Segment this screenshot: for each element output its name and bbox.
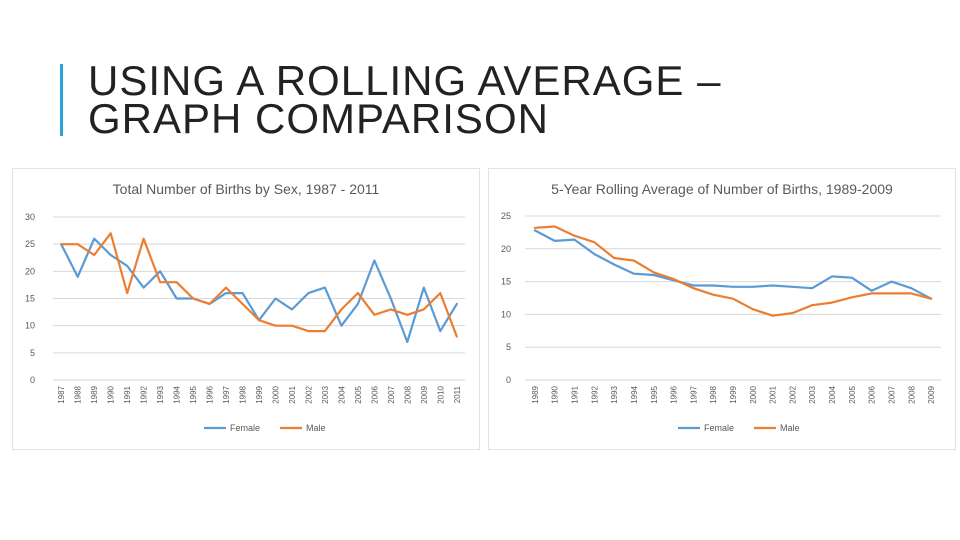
x-tick-label: 1993 <box>610 385 619 403</box>
x-tick-label: 1998 <box>239 385 248 403</box>
x-tick-label: 1988 <box>74 385 83 403</box>
x-tick-label: 2001 <box>769 385 778 403</box>
x-tick-label: 1992 <box>140 385 149 403</box>
x-tick-label: 2004 <box>337 385 346 403</box>
x-tick-label: 1991 <box>571 385 580 403</box>
x-tick-label: 2002 <box>304 385 313 403</box>
x-tick-label: 1999 <box>255 385 264 403</box>
x-tick-label: 2006 <box>370 385 379 403</box>
x-tick-label: 1996 <box>206 385 215 403</box>
births-by-sex-chart-panel: Total Number of Births by Sex, 1987 - 20… <box>12 168 480 450</box>
chart-title: 5-Year Rolling Average of Number of Birt… <box>551 181 893 197</box>
x-tick-label: 2005 <box>848 385 857 403</box>
y-tick-label: 0 <box>506 375 511 385</box>
x-tick-label: 2001 <box>288 385 297 403</box>
y-tick-label: 0 <box>30 375 35 385</box>
y-tick-label: 10 <box>501 309 511 319</box>
title-accent-bar <box>60 64 63 136</box>
series-line-female <box>533 229 933 300</box>
y-tick-label: 5 <box>30 348 35 358</box>
legend-label-female: Female <box>230 423 260 433</box>
chart-title: Total Number of Births by Sex, 1987 - 20… <box>113 181 380 197</box>
x-tick-label: 1994 <box>630 385 639 403</box>
gridlines <box>53 216 465 381</box>
x-tick-label: 1996 <box>670 385 679 403</box>
x-tick-label: 1993 <box>156 385 165 403</box>
x-tick-label: 2000 <box>271 385 280 403</box>
x-tick-label: 1995 <box>189 385 198 403</box>
rolling-average-chart: 5-Year Rolling Average of Number of Birt… <box>501 181 941 433</box>
y-tick-label: 30 <box>25 212 35 222</box>
y-tick-label: 10 <box>25 321 35 331</box>
y-tick-label: 20 <box>25 266 35 276</box>
births-by-sex-chart: Total Number of Births by Sex, 1987 - 20… <box>25 181 465 433</box>
y-tick-label: 25 <box>25 239 35 249</box>
slide-title: USING A ROLLING AVERAGE – GRAPH COMPARIS… <box>88 57 888 142</box>
x-tick-label: 2003 <box>808 385 817 403</box>
slide-title-line-1: USING A ROLLING AVERAGE – <box>88 57 722 104</box>
x-tick-label: 1997 <box>222 385 231 403</box>
slide-title-line-2: GRAPH COMPARISON <box>88 95 549 142</box>
x-tick-label: 1992 <box>590 385 599 403</box>
y-tick-label: 15 <box>25 294 35 304</box>
x-tick-label: 1990 <box>551 385 560 403</box>
legend-label-male: Male <box>780 423 800 433</box>
legend-label-male: Male <box>306 423 326 433</box>
x-tick-label: 2004 <box>828 385 837 403</box>
y-tick-label: 25 <box>501 211 511 221</box>
x-tick-label: 1997 <box>689 385 698 403</box>
x-tick-label: 2010 <box>436 385 445 403</box>
y-tick-label: 15 <box>501 277 511 287</box>
x-tick-label: 2005 <box>354 385 363 403</box>
x-tick-label: 2009 <box>420 385 429 403</box>
series-line-male <box>60 232 458 338</box>
x-tick-label: 1989 <box>90 385 99 403</box>
x-tick-label: 1998 <box>709 385 718 403</box>
x-tick-label: 2008 <box>907 385 916 403</box>
x-tick-label: 1999 <box>729 385 738 403</box>
x-tick-label: 1994 <box>173 385 182 403</box>
legend-label-female: Female <box>704 423 734 433</box>
x-tick-label: 2002 <box>788 385 797 403</box>
x-tick-label: 1987 <box>57 385 66 403</box>
x-tick-label: 2007 <box>887 385 896 403</box>
rolling-average-chart-panel: 5-Year Rolling Average of Number of Birt… <box>488 168 956 450</box>
x-tick-label: 2009 <box>927 385 936 403</box>
y-tick-label: 20 <box>501 244 511 254</box>
x-tick-label: 1990 <box>107 385 116 403</box>
x-tick-label: 2003 <box>321 385 330 403</box>
gridlines <box>525 215 941 381</box>
x-tick-label: 2007 <box>387 385 396 403</box>
x-tick-label: 1991 <box>123 385 132 403</box>
series-line-male <box>533 225 933 317</box>
x-tick-label: 1995 <box>650 385 659 403</box>
x-tick-label: 2000 <box>749 385 758 403</box>
x-tick-label: 2006 <box>868 385 877 403</box>
x-tick-label: 2008 <box>403 385 412 403</box>
x-tick-label: 2011 <box>453 385 462 403</box>
x-tick-label: 1989 <box>531 385 540 403</box>
series-line-female <box>60 237 458 344</box>
y-tick-label: 5 <box>506 342 511 352</box>
